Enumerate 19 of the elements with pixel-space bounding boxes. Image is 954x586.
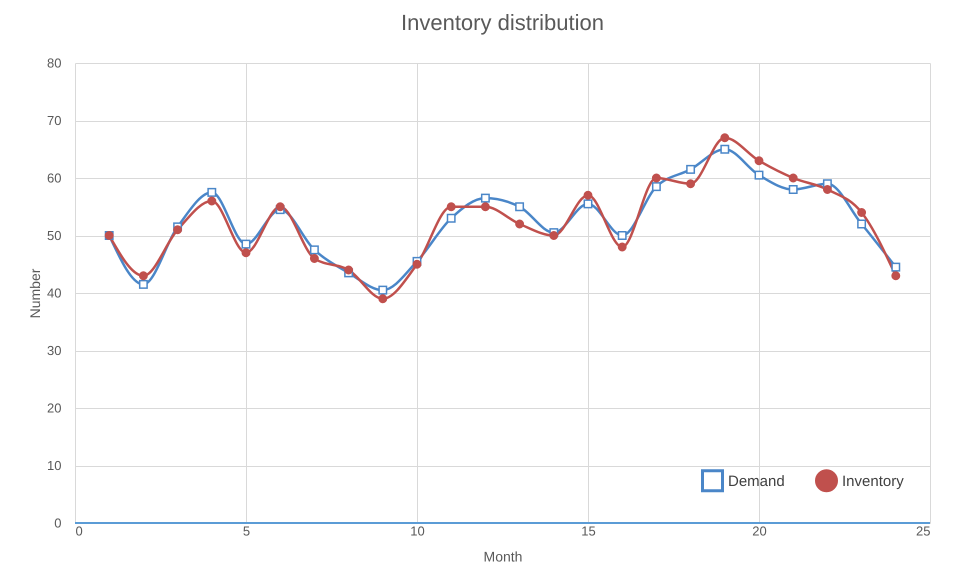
y-tick-label: 80 <box>47 56 62 70</box>
legend-label: Inventory <box>842 472 904 490</box>
y-tick-label: 10 <box>47 458 62 473</box>
y-tick-label: 60 <box>47 170 62 186</box>
x-tick-label: 20 <box>752 524 767 538</box>
y-tick-label: 50 <box>47 228 62 243</box>
x-tick-label: 25 <box>916 524 930 538</box>
chart-title: Inventory distribution <box>401 10 604 35</box>
x-tick-label: 5 <box>242 524 250 538</box>
legend-label: Demand <box>728 472 785 490</box>
y-tick-label: 70 <box>47 113 62 128</box>
y-axis-title: Number <box>27 268 44 318</box>
x-tick-label: 0 <box>76 524 83 538</box>
y-tick-label: 20 <box>47 400 62 416</box>
x-axis-title: Month <box>484 548 522 564</box>
x-tick-label: 15 <box>581 524 596 538</box>
y-tick-label: 40 <box>47 286 62 300</box>
y-tick-label: 30 <box>47 343 62 358</box>
x-tick-label: 10 <box>410 524 425 538</box>
